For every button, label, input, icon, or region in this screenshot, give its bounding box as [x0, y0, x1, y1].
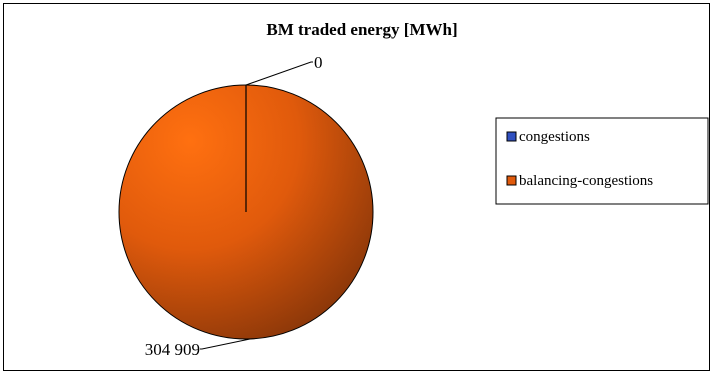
legend-label-balancing-congestions: balancing-congestions [519, 173, 653, 189]
legend-swatch-balancing-congestions [506, 175, 517, 186]
leader-line-congestions [245, 61, 313, 86]
chart-frame: BM traded energy [MWh] 0 304 909 congesti… [3, 3, 710, 371]
data-labels: 0 304 909 [145, 53, 323, 359]
data-label-congestions: 0 [314, 53, 323, 72]
pie-slices [118, 84, 374, 340]
pie-chart: BM traded energy [MWh] 0 304 909 congesti… [118, 20, 709, 359]
legend-label-congestions: congestions [519, 129, 590, 145]
leader-line-balancing-congestions [200, 338, 251, 350]
data-label-balancing-congestions: 304 909 [145, 340, 200, 359]
legend: congestions balancing-congestions [495, 117, 709, 205]
chart-title: BM traded energy [MWh] [266, 20, 457, 39]
legend-box [495, 117, 709, 205]
legend-swatch-congestions [506, 131, 517, 142]
